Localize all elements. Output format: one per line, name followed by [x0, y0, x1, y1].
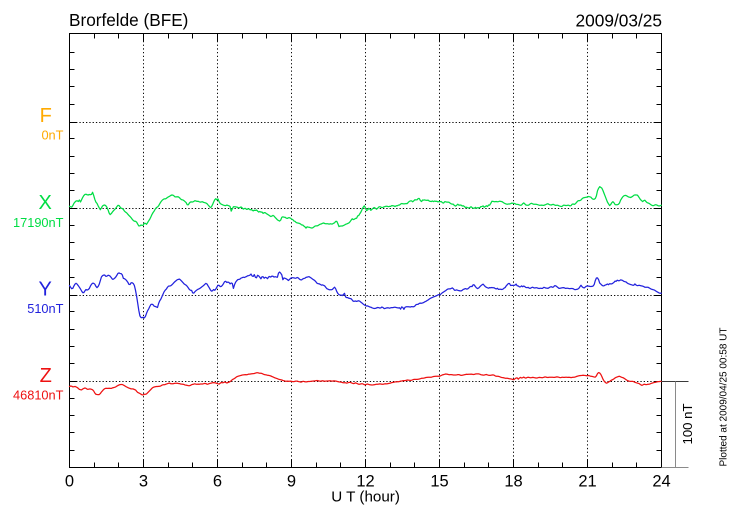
- svg-text:15: 15: [430, 473, 448, 491]
- svg-text:6: 6: [213, 473, 222, 491]
- svg-text:X: X: [38, 192, 51, 214]
- svg-text:24: 24: [652, 473, 670, 491]
- svg-text:2009/03/25: 2009/03/25: [576, 11, 663, 31]
- svg-text:510nT: 510nT: [27, 301, 63, 316]
- svg-text:17190nT: 17190nT: [13, 215, 64, 230]
- svg-text:3: 3: [139, 473, 148, 491]
- svg-text:F: F: [40, 105, 52, 127]
- svg-text:U T (hour): U T (hour): [331, 489, 400, 506]
- svg-text:0: 0: [65, 473, 74, 491]
- svg-text:0nT: 0nT: [41, 127, 63, 142]
- svg-text:9: 9: [287, 473, 296, 491]
- svg-text:46810nT: 46810nT: [13, 388, 64, 403]
- svg-text:12: 12: [356, 473, 374, 491]
- svg-text:21: 21: [578, 473, 596, 491]
- svg-text:Brorfelde (BFE): Brorfelde (BFE): [69, 10, 188, 30]
- svg-text:18: 18: [504, 473, 522, 491]
- svg-text:100 nT: 100 nT: [680, 403, 695, 444]
- svg-text:Z: Z: [40, 365, 52, 387]
- svg-text:Plotted at 2009/04/25 00:58 UT: Plotted at 2009/04/25 00:58 UT: [719, 328, 730, 467]
- svg-text:Y: Y: [38, 278, 51, 300]
